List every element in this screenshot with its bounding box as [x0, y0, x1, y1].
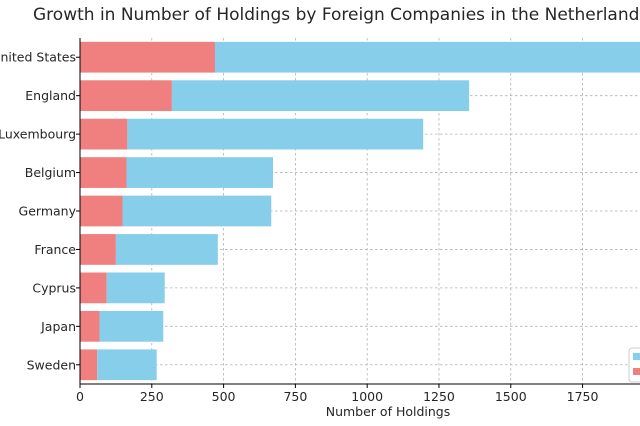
y-tick-label: England — [25, 88, 76, 103]
bar-cyprus-series-1 — [80, 272, 107, 304]
legend — [628, 347, 640, 383]
y-tick-label: Germany — [19, 204, 77, 219]
y-tick-label: United States — [0, 50, 76, 65]
x-tick-label: 750 — [283, 389, 307, 404]
y-tick-label: France — [34, 242, 76, 257]
bar-germany-series-1 — [80, 195, 123, 227]
bar-sweden-series-1 — [80, 349, 98, 381]
bar-sweden-series-2 — [97, 349, 157, 381]
y-tick-label: Japan — [40, 319, 76, 334]
legend-swatch-red — [633, 368, 640, 375]
x-tick-label: 1250 — [423, 389, 455, 404]
y-tick-label: Belgium — [25, 165, 76, 180]
bar-japan-series-2 — [99, 310, 164, 342]
x-ticks: 0 250 500 750 1000 1250 1500 1750 — [76, 384, 599, 404]
bar-luxembourg-series-1 — [80, 118, 128, 150]
legend-swatch-blue — [633, 353, 640, 360]
bar-england-series-2 — [171, 80, 470, 112]
y-tick-label: Cyprus — [32, 280, 76, 295]
x-tick-label: 1000 — [351, 389, 383, 404]
x-tick-label: 1750 — [567, 389, 599, 404]
bar-england-series-1 — [80, 80, 172, 112]
y-ticks: United States England Luxembourg Belgium Ger… — [0, 50, 80, 372]
x-axis-label: Number of Holdings — [326, 404, 451, 419]
bar-germany-series-2 — [122, 195, 272, 227]
chart-title: Growth in Number of Holdings by Foreign … — [33, 5, 640, 25]
bar-belgium-series-2 — [126, 157, 273, 188]
x-tick-label: 1500 — [495, 389, 527, 404]
bar-france-series-1 — [80, 234, 116, 265]
bar-united-states-series-2 — [214, 41, 640, 73]
bar-japan-series-1 — [80, 310, 100, 342]
bar-cyprus-series-2 — [106, 272, 165, 304]
y-tick-label: Sweden — [27, 357, 76, 372]
y-tick-label: Luxembourg — [0, 127, 76, 142]
x-tick-label: 0 — [76, 389, 84, 404]
bar-france-series-2 — [115, 234, 218, 265]
bar-belgium-series-1 — [80, 157, 127, 188]
bar-luxembourg-series-2 — [127, 118, 424, 150]
bar-united-states-series-1 — [80, 41, 215, 73]
x-tick-label: 250 — [140, 389, 164, 404]
bars — [80, 41, 640, 381]
x-tick-label: 500 — [212, 389, 236, 404]
